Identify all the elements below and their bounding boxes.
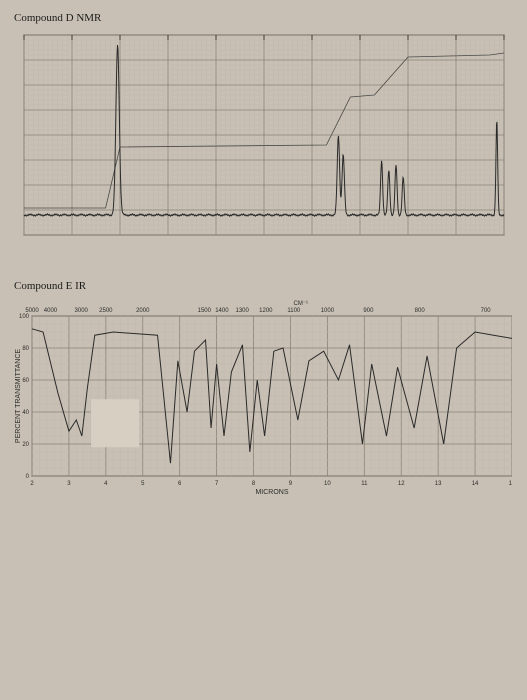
svg-text:1000: 1000 (321, 308, 335, 314)
svg-text:900: 900 (363, 308, 374, 314)
svg-text:1300: 1300 (235, 308, 249, 314)
svg-text:14: 14 (472, 481, 479, 487)
svg-text:2000: 2000 (136, 308, 150, 314)
svg-text:6: 6 (178, 481, 182, 487)
svg-text:800: 800 (415, 308, 426, 314)
svg-text:MICRONS: MICRONS (255, 489, 288, 496)
svg-text:13: 13 (435, 481, 442, 487)
svg-text:1400: 1400 (215, 308, 229, 314)
svg-text:700: 700 (481, 308, 492, 314)
svg-text:9: 9 (289, 481, 293, 487)
ir-chart: 0 20 40 60 80 100 PERCENT TRANSMITTANCE 5000 400… (14, 298, 513, 498)
svg-text:10: 10 (324, 481, 331, 487)
svg-text:4: 4 (104, 481, 108, 487)
svg-text:11: 11 (361, 481, 368, 487)
svg-text:60: 60 (22, 378, 29, 384)
ir-title: Compound E IR (14, 280, 513, 292)
svg-text:100: 100 (19, 314, 30, 320)
svg-text:2: 2 (30, 481, 34, 487)
nmr-plot-area (14, 30, 512, 240)
page: Compound D NMR Compound E IR 0 20 40 60 80 10… (0, 0, 527, 700)
svg-text:1200: 1200 (259, 308, 273, 314)
svg-text:4000: 4000 (44, 308, 58, 314)
svg-text:8: 8 (252, 481, 256, 487)
svg-text:15: 15 (509, 481, 512, 487)
svg-text:CM⁻¹: CM⁻¹ (294, 301, 309, 307)
svg-text:0: 0 (26, 474, 30, 480)
ir-plot-area: 0 20 40 60 80 100 PERCENT TRANSMITTANCE 5000 400… (14, 298, 512, 498)
svg-text:1100: 1100 (287, 308, 301, 314)
svg-text:40: 40 (22, 410, 29, 416)
nmr-chart (14, 30, 513, 240)
svg-text:5000: 5000 (25, 308, 39, 314)
svg-text:1500: 1500 (198, 308, 212, 314)
svg-text:7: 7 (215, 481, 219, 487)
svg-text:3000: 3000 (75, 308, 89, 314)
svg-text:12: 12 (398, 481, 405, 487)
svg-text:80: 80 (22, 346, 29, 352)
svg-text:5: 5 (141, 481, 145, 487)
svg-text:3: 3 (67, 481, 71, 487)
nmr-title: Compound D NMR (14, 12, 513, 24)
svg-text:20: 20 (22, 442, 29, 448)
svg-text:PERCENT TRANSMITTANCE: PERCENT TRANSMITTANCE (15, 349, 22, 443)
svg-text:2500: 2500 (99, 308, 113, 314)
